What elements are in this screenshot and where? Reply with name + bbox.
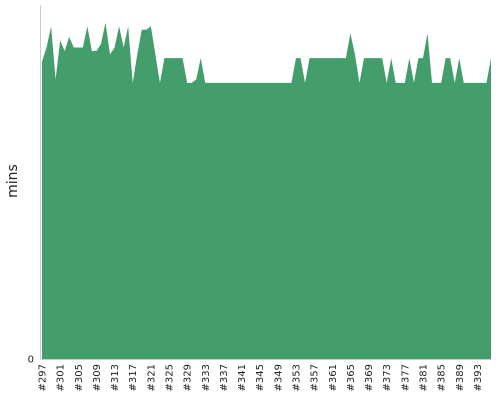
x-tick-labels: #297 #301 #305 #309 #313 #317 #321 #325 #329 #333… <box>38 364 484 391</box>
x-tick-label: #349 <box>273 364 284 391</box>
x-tick-label: #313 <box>110 364 121 391</box>
x-tick-label: #341 <box>237 364 248 391</box>
x-tick-label: #325 <box>164 364 175 391</box>
y-tick-label: 0 <box>28 355 34 366</box>
x-tick-label: #317 <box>128 364 139 391</box>
x-tick-label: #377 <box>400 364 411 391</box>
x-tick-label: #369 <box>364 364 375 391</box>
x-tick-label: #373 <box>382 364 393 391</box>
x-tick-label: #305 <box>74 364 85 391</box>
x-tick-label: #365 <box>346 364 357 391</box>
x-tick-label: #385 <box>437 364 448 391</box>
series-area <box>42 22 491 359</box>
x-tick-label: #333 <box>201 364 212 391</box>
x-tick-label: #337 <box>219 364 230 391</box>
x-tick-label: #309 <box>92 364 103 391</box>
area-layer <box>42 22 491 359</box>
x-tick-label: #393 <box>473 364 484 391</box>
x-tick-label: #345 <box>255 364 266 391</box>
y-tick-labels: 0 <box>28 355 34 366</box>
x-tick-label: #361 <box>328 364 339 391</box>
x-tick-label: #381 <box>418 364 429 391</box>
x-tick-label: #301 <box>56 364 67 391</box>
x-tick-label: #321 <box>146 364 157 391</box>
x-tick-label: #353 <box>291 364 302 391</box>
x-tick-label: #297 <box>38 364 49 391</box>
x-tick-label: #357 <box>310 364 321 391</box>
x-tick-label: #329 <box>183 364 194 391</box>
y-axis-label: mins <box>5 164 21 198</box>
axis-layer <box>40 5 491 360</box>
x-tick-label: #389 <box>455 364 466 391</box>
